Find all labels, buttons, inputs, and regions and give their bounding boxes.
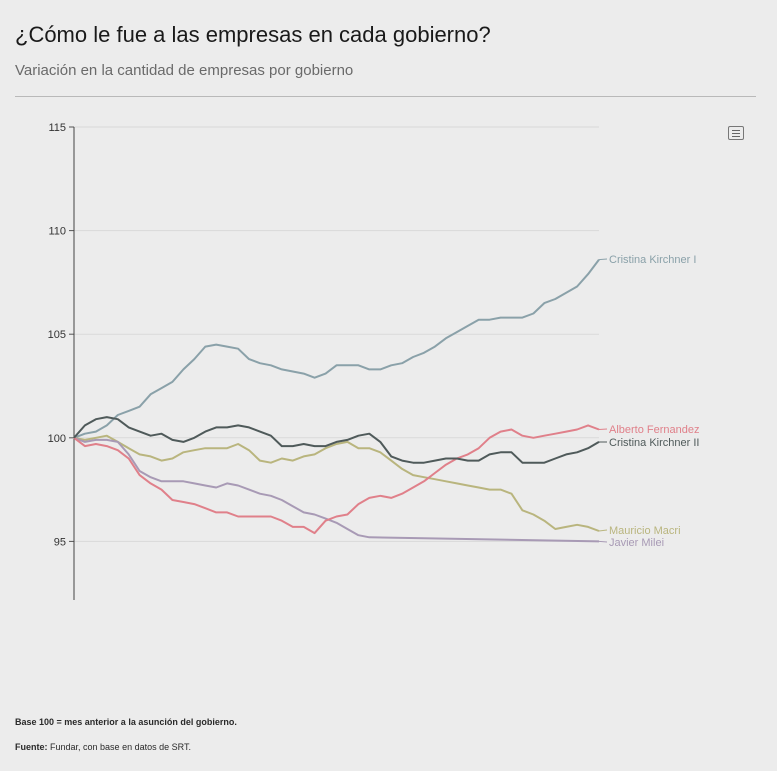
series-line bbox=[73, 258, 600, 439]
series-label: Alberto Fernandez bbox=[609, 424, 700, 436]
series-label-connector bbox=[598, 258, 608, 261]
series-label: Mauricio Macri bbox=[609, 525, 681, 537]
chart-subtitle: Variación en la cantidad de empresas por… bbox=[15, 62, 354, 79]
chart-title: ¿Cómo le fue a las empresas en cada gobi… bbox=[15, 22, 491, 47]
source-text: Fundar, con base en datos de SRT. bbox=[50, 742, 191, 752]
base-note-text: Base 100 = mes anterior a la asunción de… bbox=[15, 717, 237, 727]
series-line bbox=[73, 424, 600, 535]
menu-icon[interactable] bbox=[728, 126, 744, 140]
y-tick-label: 105 bbox=[48, 329, 66, 341]
y-tick-label: 110 bbox=[48, 226, 66, 238]
divider bbox=[15, 96, 756, 97]
line-chart: 909510010511011501020304048Meses desde l… bbox=[48, 122, 700, 600]
series-line bbox=[73, 434, 600, 532]
series-line bbox=[73, 416, 600, 464]
base-note: Base 100 = mes anterior a la asunción de… bbox=[15, 717, 237, 727]
y-tick-label: 115 bbox=[48, 122, 66, 134]
y-tick-label: 95 bbox=[54, 536, 66, 548]
series-label-connector bbox=[598, 540, 608, 543]
y-tick-label: 100 bbox=[48, 433, 66, 445]
series-label: Cristina Kirchner I bbox=[609, 254, 696, 266]
series-label: Cristina Kirchner II bbox=[609, 437, 699, 449]
series-label-connector bbox=[598, 529, 608, 532]
source-label: Fuente: bbox=[15, 742, 48, 752]
series-line bbox=[73, 436, 600, 543]
series-label: Javier Milei bbox=[609, 537, 664, 549]
source-note: Fuente: Fundar, con base en datos de SRT… bbox=[15, 742, 191, 752]
series-label-connector bbox=[598, 428, 608, 431]
